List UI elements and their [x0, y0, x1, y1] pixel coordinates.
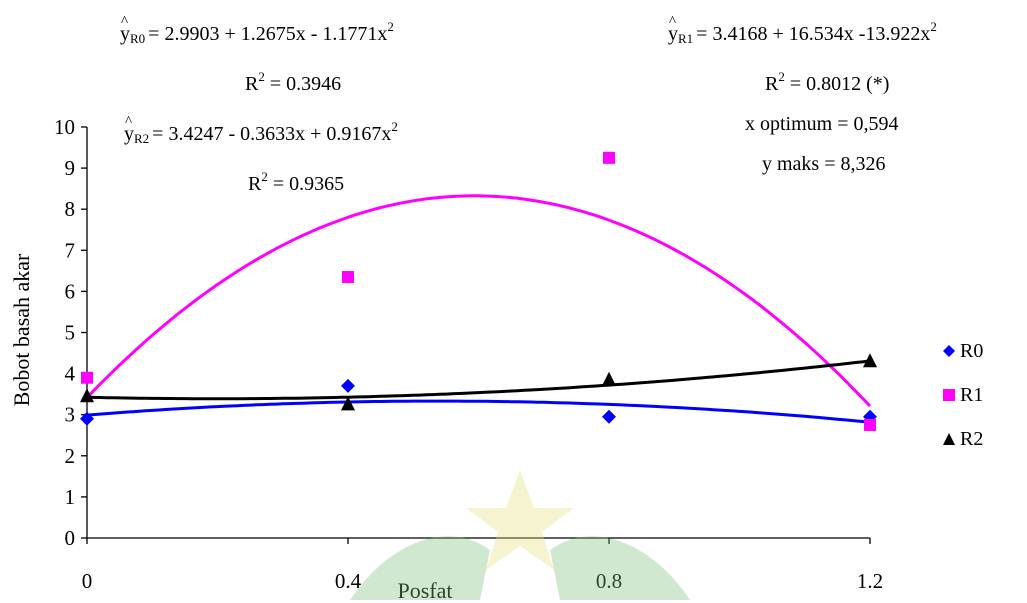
r-squared-r2: R2 = 0.9365 [248, 169, 345, 195]
legend-item-r0: R0 [942, 340, 983, 363]
legend-marker-r2 [943, 433, 955, 445]
point-r1 [342, 271, 354, 284]
y-tick-label: 6 [65, 279, 76, 303]
y-axis-label: Bobot basah akar [9, 253, 34, 406]
y-tick-label: 0 [65, 526, 76, 550]
point-r0 [80, 411, 94, 426]
y-maximum: y maks = 8,326 [762, 153, 886, 175]
y-tick-label: 4 [65, 362, 76, 386]
r-squared-r1: R2 = 0.8012 (*) [765, 69, 890, 95]
y-tick-label: 2 [65, 444, 76, 468]
x-tick-label: 1.2 [857, 569, 883, 593]
watermark-logo [350, 470, 690, 600]
y-tick-label: 10 [54, 115, 75, 139]
y-tick-label: 5 [65, 321, 76, 345]
point-r2 [341, 396, 355, 411]
point-r1 [81, 371, 93, 384]
equation-r0: yR0= 2.9903 + 1.2675x - 1.1771x2 [120, 15, 394, 45]
y-tick-label: 7 [65, 238, 76, 262]
legend-marker-r0 [943, 345, 955, 357]
point-r2 [602, 371, 616, 386]
y-tick-label: 1 [65, 485, 76, 509]
trend-lines [85, 194, 872, 424]
legend-item-r1: R1 [942, 384, 983, 407]
point-r1 [603, 151, 615, 164]
y-tick-label: 8 [65, 197, 76, 221]
trend-line-r0 [86, 399, 871, 424]
point-r1 [864, 418, 876, 431]
y-ticks: 0 1 2 3 4 5 6 7 8 9 10 [54, 115, 87, 550]
point-r2 [863, 353, 877, 368]
legend-item-r2: R2 [942, 428, 983, 451]
x-tick-label: 0.8 [596, 569, 622, 593]
x-tick-label: 0 [82, 569, 93, 593]
point-r0 [602, 409, 616, 424]
y-tick-label: 3 [65, 403, 76, 427]
point-r0 [341, 378, 355, 393]
r-squared-r0: R2 = 0.3946 [245, 69, 342, 95]
point-r2 [80, 388, 94, 403]
equation-r1: yR1= 3.4168 + 16.534x -13.922x2 [668, 15, 937, 45]
x-optimum: x optimum = 0,594 [745, 113, 899, 135]
x-ticks: 0 0.4 0.8 1.2 [82, 538, 883, 593]
trend-line-r2 [86, 359, 871, 401]
legend-marker-r1 [943, 389, 955, 401]
trend-line-r1 [85, 194, 872, 408]
x-tick-label: 0.4 [335, 569, 362, 593]
y-tick-label: 9 [65, 156, 76, 180]
data-points [80, 151, 877, 431]
equation-r2: yR2= 3.4247 - 0.3633x + 0.9167x2 [124, 115, 398, 145]
x-axis-label: Posfat [398, 578, 453, 603]
